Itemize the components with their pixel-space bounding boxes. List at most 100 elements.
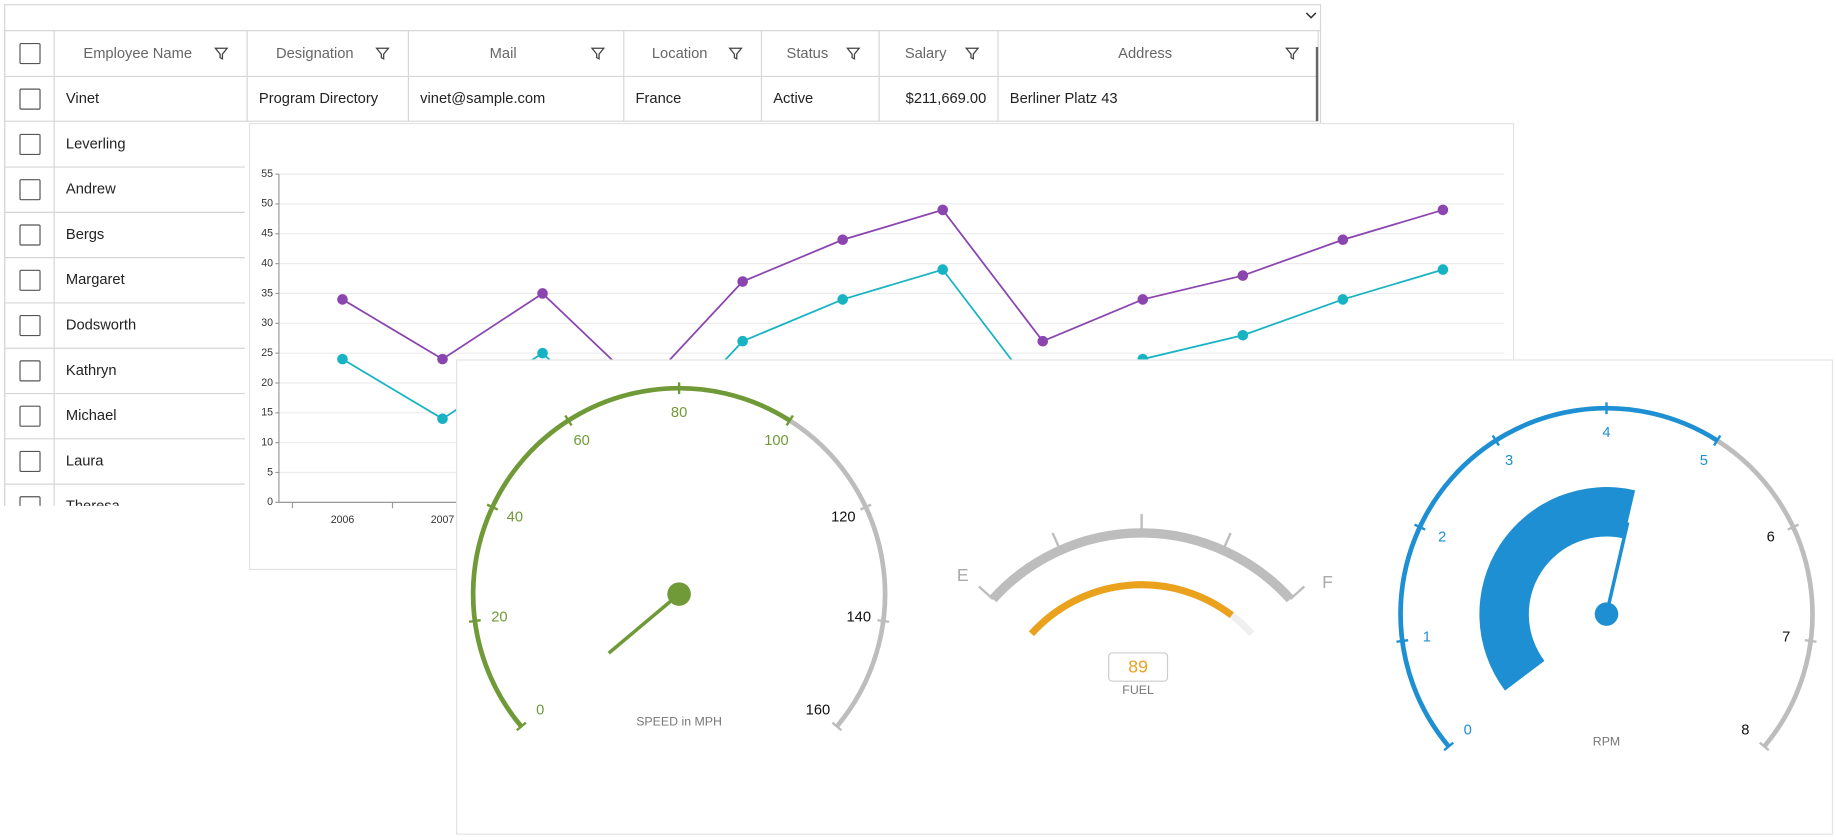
tick	[1804, 639, 1817, 643]
filter-icon[interactable]	[1285, 47, 1300, 60]
y-tick-label: 0	[267, 496, 273, 508]
row-checkbox[interactable]	[19, 360, 41, 382]
cell: Theresa	[66, 499, 121, 515]
column-header: Status	[787, 46, 829, 62]
point	[837, 234, 848, 246]
point	[337, 294, 348, 305]
y-tick-label: 25	[261, 347, 273, 359]
tick-label: 4	[1602, 425, 1610, 441]
point	[737, 276, 748, 287]
y-tick-label: 55	[261, 168, 273, 180]
range-bar	[1479, 487, 1636, 691]
range-arc	[1398, 405, 1719, 748]
filter-icon[interactable]	[846, 47, 861, 60]
series-line	[342, 208, 1444, 391]
tick-label: 0	[536, 702, 544, 718]
tick-label: 100	[764, 433, 789, 449]
point	[837, 294, 848, 305]
fuel-track	[1229, 612, 1255, 637]
tick-label: 1	[1423, 630, 1431, 646]
cell: Margaret	[66, 272, 125, 288]
tick	[1759, 741, 1770, 752]
row-checkbox[interactable]	[19, 224, 41, 246]
point	[1437, 204, 1449, 216]
tick	[877, 619, 890, 623]
cell: Dodsworth	[66, 317, 136, 333]
tick-label: 7	[1782, 630, 1790, 646]
filter-icon[interactable]	[590, 47, 606, 60]
cell: Vinet	[66, 91, 99, 107]
needle-cap	[1594, 602, 1619, 626]
column-header: Location	[652, 46, 708, 62]
filter-icon[interactable]	[375, 47, 390, 60]
tick	[1396, 639, 1409, 643]
tick	[468, 619, 481, 623]
tick	[564, 414, 573, 427]
point	[1237, 329, 1249, 341]
cell: $211,669.00	[906, 91, 987, 107]
tick	[1491, 434, 1500, 447]
tick	[785, 414, 794, 427]
filter-icon[interactable]	[214, 47, 229, 60]
cell: Program Directory	[259, 91, 379, 107]
tick-label: 40	[507, 509, 523, 525]
start-label: E	[957, 565, 969, 585]
point	[537, 347, 548, 359]
tick-label: 140	[847, 610, 872, 626]
tick	[1051, 532, 1062, 551]
tick	[859, 503, 872, 511]
point	[737, 335, 748, 347]
point	[1437, 264, 1449, 275]
gauge-panel: 0 20 40 60 80 100 120 140 160 SPEED in MPH 0 1 2 3 4 5 6…	[456, 359, 1834, 835]
cell: Berliner Platz 43	[1010, 91, 1118, 107]
tick-label: 0	[1464, 722, 1472, 738]
y-tick-label: 20	[261, 377, 273, 389]
scale-arc	[989, 528, 1294, 603]
filter-icon[interactable]	[728, 47, 743, 60]
needle	[607, 592, 681, 655]
point	[1337, 294, 1349, 305]
point	[1337, 234, 1349, 246]
point	[537, 288, 548, 299]
y-tick-label: 45	[261, 228, 273, 240]
gauge-panel	[456, 359, 1834, 835]
value-box	[1108, 652, 1169, 682]
tick	[978, 585, 994, 600]
row-checkbox[interactable]	[19, 179, 41, 201]
row-checkbox[interactable]	[19, 269, 41, 291]
dropdown[interactable]	[4, 4, 1322, 32]
gauge-title: RPM	[1593, 735, 1620, 749]
cell: Active	[773, 91, 813, 107]
row-checkbox[interactable]	[19, 88, 41, 110]
column-header: Employee Name	[83, 46, 192, 62]
header-checkbox[interactable]	[19, 42, 41, 65]
y-tick-label: 10	[261, 436, 273, 448]
x-tick-label: 2007	[431, 514, 455, 526]
tick	[516, 721, 527, 732]
row-checkbox[interactable]	[19, 133, 41, 155]
cell: Kathryn	[66, 363, 117, 379]
tick-label: 80	[671, 405, 687, 421]
cell: Andrew	[66, 182, 116, 198]
tick	[1414, 523, 1426, 531]
tick	[1221, 532, 1232, 551]
range-arc	[470, 385, 792, 728]
fuel-level	[1028, 581, 1234, 637]
column-header: Designation	[276, 46, 354, 62]
row-checkbox[interactable]	[19, 496, 41, 517]
end-label: F	[1322, 572, 1333, 592]
tick-label: 6	[1767, 529, 1775, 545]
y-tick-label: 5	[267, 466, 273, 478]
filter-icon[interactable]	[964, 47, 980, 60]
row-checkbox[interactable]	[19, 405, 41, 427]
cell: Michael	[66, 408, 117, 424]
tick-label: 8	[1741, 722, 1749, 738]
chevron	[1305, 12, 1317, 19]
cell: France	[636, 91, 682, 107]
row-checkbox[interactable]	[19, 315, 41, 337]
row-checkbox[interactable]	[19, 450, 41, 473]
tick-label: 20	[491, 610, 507, 626]
tick-label: 160	[806, 702, 831, 718]
point	[937, 264, 949, 275]
needle	[1604, 522, 1630, 615]
